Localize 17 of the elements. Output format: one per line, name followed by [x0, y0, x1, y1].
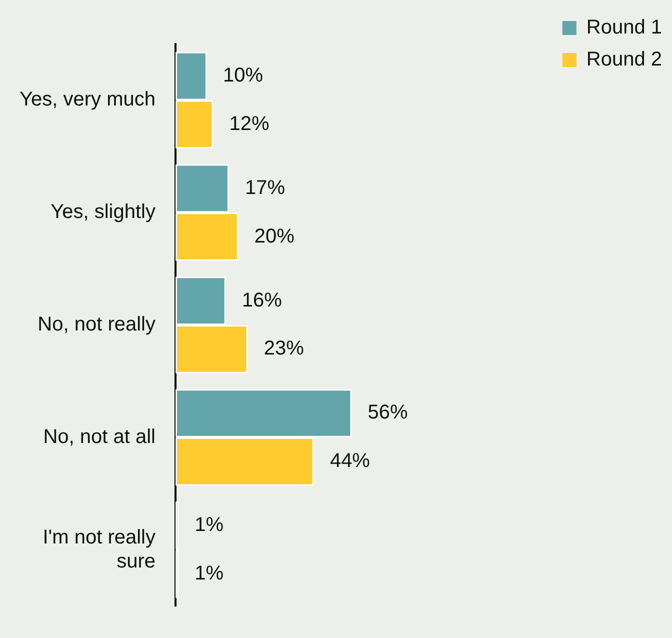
data-label: 23% [264, 338, 304, 360]
data-label: 10% [222, 64, 264, 87]
data-label: 1% [194, 562, 224, 584]
data-label: 16% [242, 289, 282, 312]
data-label: 1% [194, 514, 224, 536]
y-tick-label: No, not at all [43, 426, 156, 448]
y-tick-label: Yes, slightly [50, 201, 156, 224]
legend-label: Round 1 [586, 16, 662, 39]
data-label: 56% [368, 402, 408, 424]
y-tick-label: No, not really [38, 314, 156, 336]
y-tick-label: I'm not really sure [42, 526, 156, 572]
data-label: 12% [229, 112, 270, 135]
legend-label: Round 2 [586, 48, 662, 71]
data-label: 20% [254, 225, 295, 248]
data-label: 44% [330, 450, 370, 472]
data-label: 17% [244, 176, 286, 199]
y-tick-label: Yes, very much [20, 88, 156, 111]
